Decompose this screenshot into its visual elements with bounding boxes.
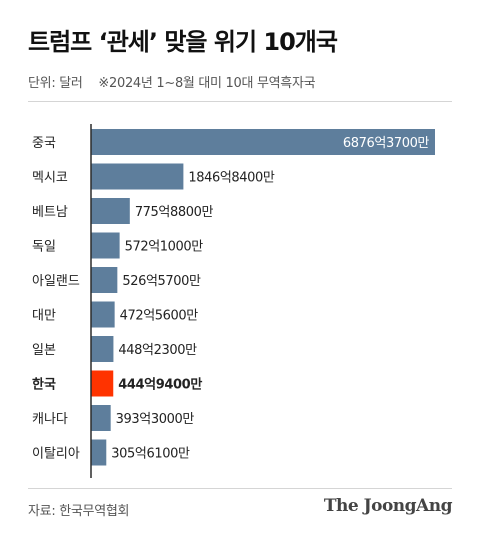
chart-subtitle: 단위: 달러 ※2024년 1~8월 대미 10대 무역흑자국 bbox=[28, 72, 316, 91]
data-label: 444억9400만 bbox=[118, 377, 202, 393]
category-label: 중국 bbox=[32, 136, 56, 151]
bar bbox=[91, 232, 120, 259]
unit-label: 단위: 달러 bbox=[28, 76, 83, 91]
bottom-divider bbox=[28, 488, 452, 489]
bar bbox=[91, 301, 115, 328]
bar bbox=[91, 129, 435, 155]
chart-title: 트럼프 ‘관세’ 맞을 위기 10개국 bbox=[28, 28, 338, 56]
data-label: 6876억3700만 bbox=[343, 136, 430, 151]
category-label: 한국 bbox=[32, 377, 56, 393]
category-label: 독일 bbox=[32, 240, 56, 255]
bar bbox=[91, 405, 111, 431]
bar bbox=[91, 198, 130, 224]
bar bbox=[91, 370, 114, 397]
data-label: 305억6100만 bbox=[111, 447, 190, 462]
data-label: 526억5700만 bbox=[122, 274, 201, 289]
category-label: 아일랜드 bbox=[32, 274, 80, 289]
category-label: 베트남 bbox=[32, 205, 68, 220]
data-label: 448억2300만 bbox=[118, 343, 197, 358]
category-label: 이탈리아 bbox=[32, 447, 80, 462]
bar bbox=[91, 336, 114, 362]
category-label: 멕시코 bbox=[32, 171, 68, 186]
category-label: 캐나다 bbox=[32, 412, 68, 427]
data-label: 393억3000만 bbox=[116, 412, 195, 427]
data-label: 1846억8400만 bbox=[188, 171, 275, 186]
data-label: 572억1000만 bbox=[125, 240, 204, 255]
top-divider bbox=[28, 101, 452, 102]
bar bbox=[91, 267, 118, 293]
category-label: 대만 bbox=[32, 309, 56, 324]
data-label: 472억5600만 bbox=[120, 309, 199, 324]
category-label: 일본 bbox=[32, 343, 56, 358]
note-label: ※2024년 1~8월 대미 10대 무역흑자국 bbox=[98, 76, 316, 91]
brand-logo: The JoongAng bbox=[323, 496, 453, 516]
source-label: 자료: 한국무역협회 bbox=[28, 504, 130, 519]
bar bbox=[91, 163, 184, 190]
data-label: 775억8800만 bbox=[135, 205, 214, 220]
bar bbox=[91, 439, 107, 466]
